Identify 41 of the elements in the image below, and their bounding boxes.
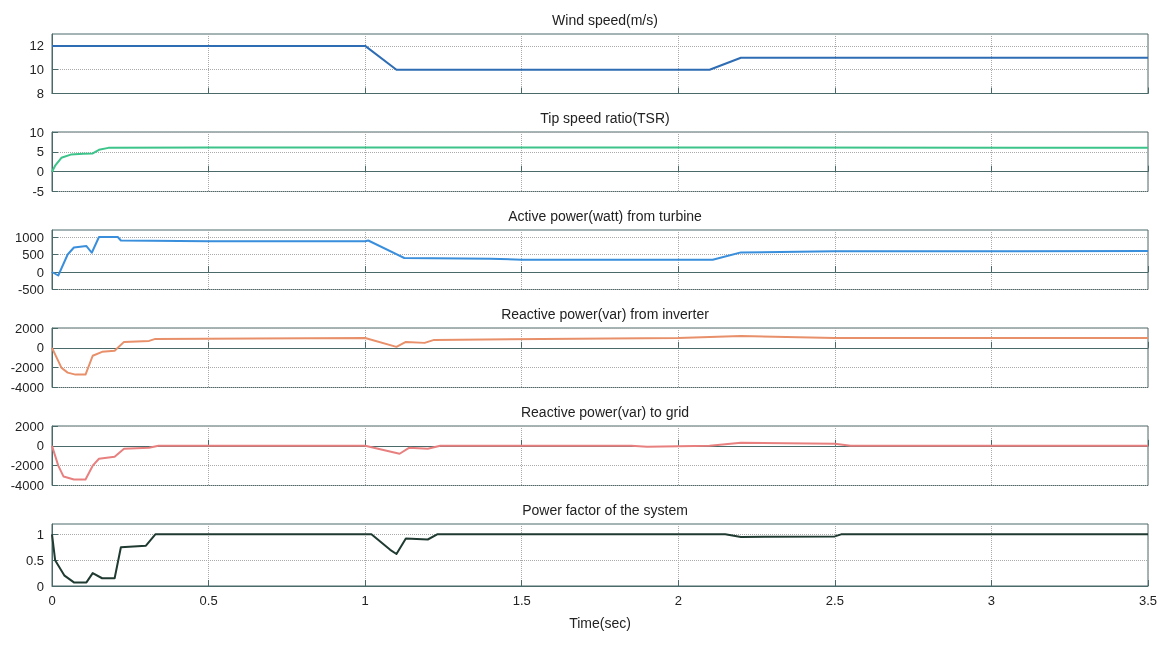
line-series xyxy=(51,334,1149,376)
x-tick-label: 0.5 xyxy=(199,593,218,608)
y-tick-label: -4000 xyxy=(10,478,44,493)
line-series xyxy=(51,146,1149,173)
chart-title: Tip speed ratio(TSR) xyxy=(540,110,670,126)
line-series xyxy=(51,441,1149,481)
x-tick-label: 2.5 xyxy=(825,593,844,608)
y-tick-label: 2000 xyxy=(15,418,44,434)
chart-title: Active power(watt) from turbine xyxy=(508,208,703,224)
chart-title: Reactive power(var) from inverter xyxy=(501,306,710,322)
chart-title: Reactive power(var) to grid xyxy=(520,404,690,420)
y-tick-label: 0 xyxy=(36,164,44,180)
y-tick-label: 2000 xyxy=(15,320,44,336)
y-tick-label: -500 xyxy=(17,282,44,297)
y-tick-label: 10 xyxy=(29,62,44,78)
line-series xyxy=(51,236,1149,277)
y-tick-label: 0 xyxy=(36,438,44,454)
y-tick-label: -4000 xyxy=(10,380,44,395)
y-tick-label: 10 xyxy=(29,124,44,140)
y-tick-label: 1 xyxy=(36,526,44,542)
x-tick-label: 1.5 xyxy=(512,593,531,608)
x-tick-label: 0 xyxy=(48,593,56,608)
y-tick-label: 0 xyxy=(36,340,44,356)
y-tick-label: -2000 xyxy=(10,458,44,474)
x-axis-title: Time(sec) xyxy=(569,615,631,631)
y-tick-label: -5 xyxy=(32,184,44,199)
y-tick-label: 500 xyxy=(22,247,44,262)
x-tick-label: 3.5 xyxy=(1138,593,1158,608)
y-tick-label: 5 xyxy=(36,144,44,160)
y-tick-label: 0 xyxy=(36,264,44,280)
x-tick-label: 1 xyxy=(361,593,369,608)
x-tick-label: 3 xyxy=(987,593,996,608)
y-tick-label: 1000 xyxy=(15,229,44,245)
y-tick-label: 0.5 xyxy=(25,552,44,568)
chart-title: Power factor of the system xyxy=(522,502,688,518)
y-tick-label: 8 xyxy=(36,86,44,101)
chart-title: Wind speed(m/s) xyxy=(552,12,658,28)
x-tick-label: 2 xyxy=(674,593,682,608)
y-tick-label: -2000 xyxy=(10,360,44,376)
y-tick-label: 0 xyxy=(36,578,44,594)
y-tick-label: 12 xyxy=(29,38,44,54)
